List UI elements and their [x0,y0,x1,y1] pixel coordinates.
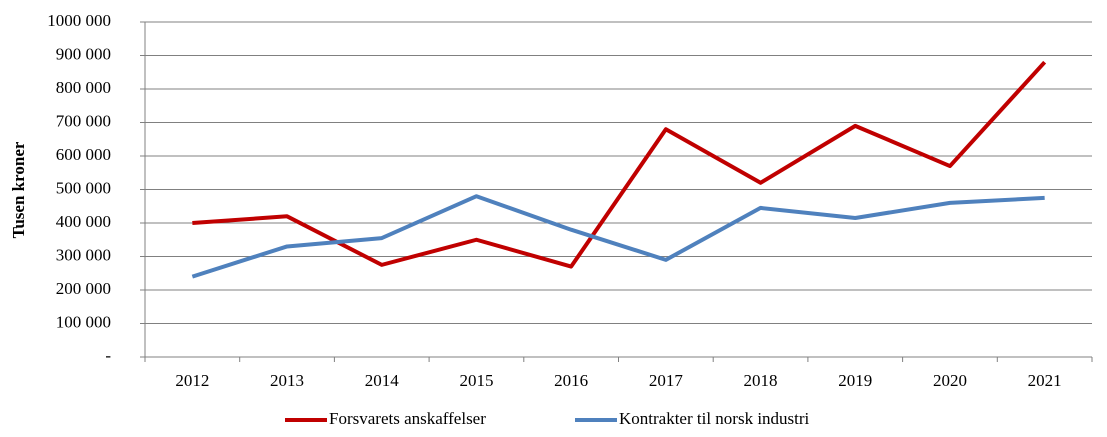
legend-label: Forsvarets anskaffelser [329,409,486,428]
x-tick-label: 2013 [270,371,304,390]
line-series [191,194,1045,279]
x-tick-label: 2019 [838,371,872,390]
line-series [192,60,1047,269]
y-tick-label: - [105,346,111,365]
y-tick-label: 800 000 [56,78,111,97]
y-tick-label: 500 000 [56,178,111,197]
x-tick-label: 2015 [459,371,493,390]
x-tick-label: 2021 [1028,371,1062,390]
y-tick-label: 300 000 [56,245,111,264]
x-tick-label: 2018 [744,371,778,390]
x-tick-label: 2012 [175,371,209,390]
x-tick-label: 2016 [554,371,588,390]
y-tick-label: 100 000 [56,312,111,331]
y-tick-label: 1000 000 [47,11,111,30]
y-tick-label: 400 000 [56,212,111,231]
y-tick-label: 200 000 [56,279,111,298]
y-tick-label: 700 000 [56,111,111,130]
y-tick-label: 900 000 [56,44,111,63]
y-tick-label: 600 000 [56,145,111,164]
x-tick-label: 2014 [365,371,400,390]
x-tick-label: 2020 [933,371,967,390]
x-tick-label: 2017 [649,371,684,390]
legend-label: Kontrakter til norsk industri [619,409,810,428]
y-axis-label: Tusen kroner [9,141,28,238]
